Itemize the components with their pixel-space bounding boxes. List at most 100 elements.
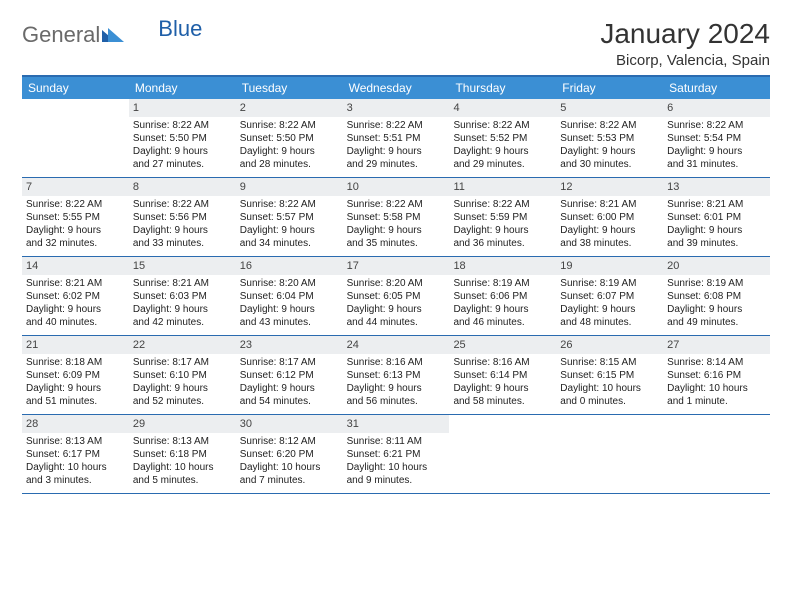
calendar-cell: 23Sunrise: 8:17 AMSunset: 6:12 PMDayligh… bbox=[236, 336, 343, 414]
day-of-week-header: Friday bbox=[556, 77, 663, 99]
daylight-text-cont: and 43 minutes. bbox=[240, 316, 339, 329]
day-body: Sunrise: 8:13 AMSunset: 6:17 PMDaylight:… bbox=[22, 433, 129, 491]
daylight-text: Daylight: 9 hours bbox=[453, 382, 552, 395]
daylight-text: Daylight: 9 hours bbox=[667, 224, 766, 237]
daylight-text: Daylight: 9 hours bbox=[347, 303, 446, 316]
day-body: Sunrise: 8:11 AMSunset: 6:21 PMDaylight:… bbox=[343, 433, 450, 491]
daylight-text-cont: and 48 minutes. bbox=[560, 316, 659, 329]
day-body: Sunrise: 8:16 AMSunset: 6:14 PMDaylight:… bbox=[449, 354, 556, 412]
daylight-text: Daylight: 9 hours bbox=[26, 224, 125, 237]
calendar-cell: 26Sunrise: 8:15 AMSunset: 6:15 PMDayligh… bbox=[556, 336, 663, 414]
month-title: January 2024 bbox=[600, 18, 770, 50]
calendar-cell: 6Sunrise: 8:22 AMSunset: 5:54 PMDaylight… bbox=[663, 99, 770, 177]
daylight-text-cont: and 1 minute. bbox=[667, 395, 766, 408]
day-body: Sunrise: 8:22 AMSunset: 5:56 PMDaylight:… bbox=[129, 196, 236, 254]
daylight-text-cont: and 49 minutes. bbox=[667, 316, 766, 329]
day-number: 7 bbox=[22, 178, 129, 196]
calendar-cell: 1Sunrise: 8:22 AMSunset: 5:50 PMDaylight… bbox=[129, 99, 236, 177]
sunrise-text: Sunrise: 8:22 AM bbox=[133, 119, 232, 132]
header: General Blue January 2024 Bicorp, Valenc… bbox=[22, 18, 770, 69]
sunset-text: Sunset: 6:16 PM bbox=[667, 369, 766, 382]
daylight-text-cont: and 9 minutes. bbox=[347, 474, 446, 487]
day-body: Sunrise: 8:21 AMSunset: 6:02 PMDaylight:… bbox=[22, 275, 129, 333]
sunset-text: Sunset: 6:21 PM bbox=[347, 448, 446, 461]
sunrise-text: Sunrise: 8:18 AM bbox=[26, 356, 125, 369]
day-body: Sunrise: 8:17 AMSunset: 6:10 PMDaylight:… bbox=[129, 354, 236, 412]
sunset-text: Sunset: 6:09 PM bbox=[26, 369, 125, 382]
daylight-text: Daylight: 9 hours bbox=[453, 224, 552, 237]
sunset-text: Sunset: 5:54 PM bbox=[667, 132, 766, 145]
sunset-text: Sunset: 5:55 PM bbox=[26, 211, 125, 224]
sunset-text: Sunset: 6:01 PM bbox=[667, 211, 766, 224]
calendar-cell: 21Sunrise: 8:18 AMSunset: 6:09 PMDayligh… bbox=[22, 336, 129, 414]
sunset-text: Sunset: 6:06 PM bbox=[453, 290, 552, 303]
logo-text-blue: Blue bbox=[124, 16, 202, 42]
daylight-text-cont: and 46 minutes. bbox=[453, 316, 552, 329]
sunset-text: Sunset: 6:12 PM bbox=[240, 369, 339, 382]
location: Bicorp, Valencia, Spain bbox=[600, 52, 770, 69]
sunset-text: Sunset: 5:51 PM bbox=[347, 132, 446, 145]
daylight-text-cont: and 42 minutes. bbox=[133, 316, 232, 329]
day-number: 4 bbox=[449, 99, 556, 117]
calendar: SundayMondayTuesdayWednesdayThursdayFrid… bbox=[22, 75, 770, 494]
day-body: Sunrise: 8:17 AMSunset: 6:12 PMDaylight:… bbox=[236, 354, 343, 412]
calendar-cell: 12Sunrise: 8:21 AMSunset: 6:00 PMDayligh… bbox=[556, 178, 663, 256]
daylight-text: Daylight: 10 hours bbox=[133, 461, 232, 474]
calendar-cell: 5Sunrise: 8:22 AMSunset: 5:53 PMDaylight… bbox=[556, 99, 663, 177]
daylight-text: Daylight: 10 hours bbox=[26, 461, 125, 474]
sunrise-text: Sunrise: 8:21 AM bbox=[133, 277, 232, 290]
day-of-week-header: Wednesday bbox=[343, 77, 450, 99]
day-number: 27 bbox=[663, 336, 770, 354]
calendar-cell: 15Sunrise: 8:21 AMSunset: 6:03 PMDayligh… bbox=[129, 257, 236, 335]
day-number: 2 bbox=[236, 99, 343, 117]
day-body: Sunrise: 8:21 AMSunset: 6:03 PMDaylight:… bbox=[129, 275, 236, 333]
sunset-text: Sunset: 6:03 PM bbox=[133, 290, 232, 303]
daylight-text: Daylight: 9 hours bbox=[347, 224, 446, 237]
logo-triangle-icon bbox=[102, 22, 124, 48]
sunset-text: Sunset: 6:08 PM bbox=[667, 290, 766, 303]
calendar-cell: 20Sunrise: 8:19 AMSunset: 6:08 PMDayligh… bbox=[663, 257, 770, 335]
daylight-text-cont: and 5 minutes. bbox=[133, 474, 232, 487]
sunrise-text: Sunrise: 8:13 AM bbox=[26, 435, 125, 448]
daylight-text: Daylight: 9 hours bbox=[240, 382, 339, 395]
day-body: Sunrise: 8:22 AMSunset: 5:53 PMDaylight:… bbox=[556, 117, 663, 175]
calendar-cell: 2Sunrise: 8:22 AMSunset: 5:50 PMDaylight… bbox=[236, 99, 343, 177]
day-number: 21 bbox=[22, 336, 129, 354]
daylight-text: Daylight: 9 hours bbox=[347, 382, 446, 395]
calendar-cell: .. bbox=[663, 415, 770, 493]
day-body: Sunrise: 8:18 AMSunset: 6:09 PMDaylight:… bbox=[22, 354, 129, 412]
daylight-text-cont: and 44 minutes. bbox=[347, 316, 446, 329]
day-body: Sunrise: 8:22 AMSunset: 5:59 PMDaylight:… bbox=[449, 196, 556, 254]
week-row: 28Sunrise: 8:13 AMSunset: 6:17 PMDayligh… bbox=[22, 415, 770, 494]
day-number: 11 bbox=[449, 178, 556, 196]
day-body: Sunrise: 8:21 AMSunset: 6:01 PMDaylight:… bbox=[663, 196, 770, 254]
weeks-container: .. 1Sunrise: 8:22 AMSunset: 5:50 PMDaylig… bbox=[22, 99, 770, 494]
daylight-text: Daylight: 9 hours bbox=[240, 303, 339, 316]
daylight-text-cont: and 0 minutes. bbox=[560, 395, 659, 408]
sunset-text: Sunset: 6:10 PM bbox=[133, 369, 232, 382]
day-body: Sunrise: 8:19 AMSunset: 6:08 PMDaylight:… bbox=[663, 275, 770, 333]
sunset-text: Sunset: 6:17 PM bbox=[26, 448, 125, 461]
sunrise-text: Sunrise: 8:19 AM bbox=[667, 277, 766, 290]
day-body: Sunrise: 8:22 AMSunset: 5:57 PMDaylight:… bbox=[236, 196, 343, 254]
daylight-text: Daylight: 9 hours bbox=[560, 224, 659, 237]
sunset-text: Sunset: 6:13 PM bbox=[347, 369, 446, 382]
calendar-cell: 11Sunrise: 8:22 AMSunset: 5:59 PMDayligh… bbox=[449, 178, 556, 256]
title-block: January 2024 Bicorp, Valencia, Spain bbox=[600, 18, 770, 69]
calendar-cell: 27Sunrise: 8:14 AMSunset: 6:16 PMDayligh… bbox=[663, 336, 770, 414]
day-body: Sunrise: 8:16 AMSunset: 6:13 PMDaylight:… bbox=[343, 354, 450, 412]
sunrise-text: Sunrise: 8:17 AM bbox=[133, 356, 232, 369]
calendar-cell: .. bbox=[556, 415, 663, 493]
calendar-cell: 29Sunrise: 8:13 AMSunset: 6:18 PMDayligh… bbox=[129, 415, 236, 493]
calendar-cell: 28Sunrise: 8:13 AMSunset: 6:17 PMDayligh… bbox=[22, 415, 129, 493]
day-of-week-header: Saturday bbox=[663, 77, 770, 99]
daylight-text: Daylight: 9 hours bbox=[667, 303, 766, 316]
sunset-text: Sunset: 6:00 PM bbox=[560, 211, 659, 224]
day-of-week-row: SundayMondayTuesdayWednesdayThursdayFrid… bbox=[22, 77, 770, 99]
daylight-text: Daylight: 9 hours bbox=[347, 145, 446, 158]
daylight-text-cont: and 35 minutes. bbox=[347, 237, 446, 250]
daylight-text: Daylight: 9 hours bbox=[560, 145, 659, 158]
daylight-text: Daylight: 9 hours bbox=[240, 224, 339, 237]
sunrise-text: Sunrise: 8:11 AM bbox=[347, 435, 446, 448]
sunrise-text: Sunrise: 8:19 AM bbox=[453, 277, 552, 290]
